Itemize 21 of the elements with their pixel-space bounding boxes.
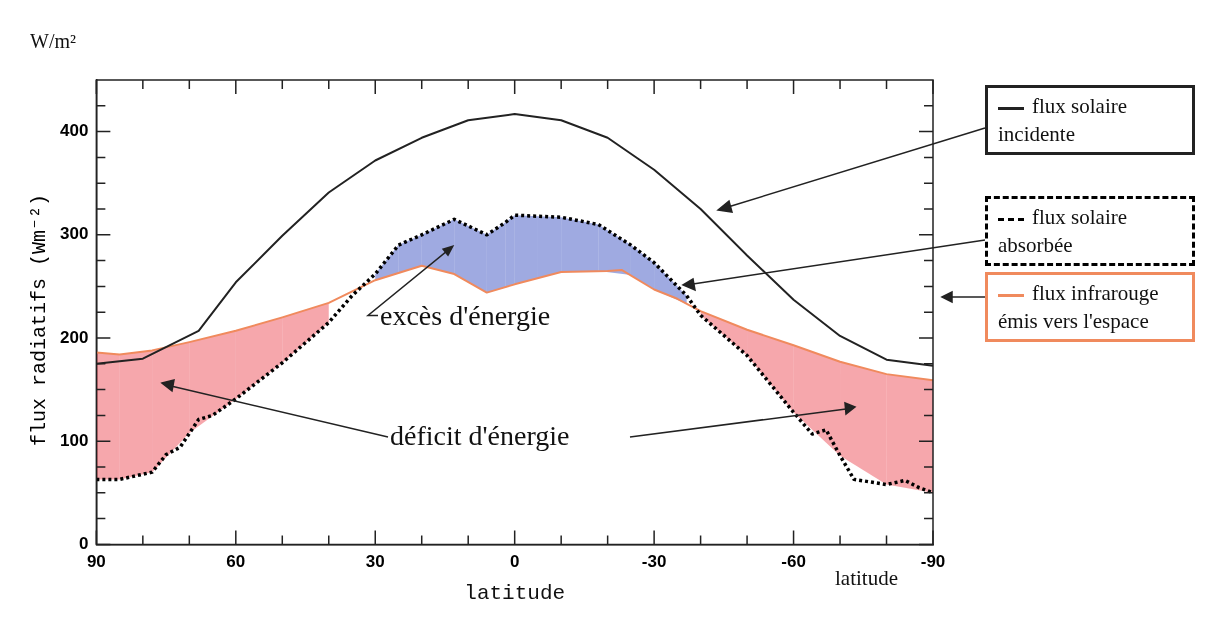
x-tick-label: 30 xyxy=(365,552,385,572)
x-tick-label: 90 xyxy=(86,552,106,572)
x-tick-label: 0 xyxy=(509,552,520,572)
annotation: déficit d'énergie xyxy=(390,420,570,452)
y-tick-label: 300 xyxy=(59,224,89,244)
y-tick-label: 0 xyxy=(78,534,89,554)
legend-label: flux infrarouge émis vers l'espace xyxy=(985,272,1195,342)
y-tick-label: 200 xyxy=(59,327,89,347)
y-tick-label: 400 xyxy=(59,121,89,141)
x-tick-label: -30 xyxy=(641,552,667,572)
x-axis-title: latitude xyxy=(464,581,566,605)
x-tick-label: -60 xyxy=(781,552,806,572)
legend-label: flux solaire absorbée xyxy=(985,196,1195,266)
y-tick-label: 100 xyxy=(59,430,89,450)
y-axis-title: flux radiatifs (Wm⁻²) xyxy=(26,193,51,447)
x-tick-label: 60 xyxy=(226,552,246,572)
x-tick-label: -90 xyxy=(920,552,946,572)
legend-label: flux solaire incidente xyxy=(985,85,1195,155)
text: latitude xyxy=(835,566,898,591)
text: W/m² xyxy=(30,30,76,53)
annotation: excès d'énergie xyxy=(380,300,551,332)
